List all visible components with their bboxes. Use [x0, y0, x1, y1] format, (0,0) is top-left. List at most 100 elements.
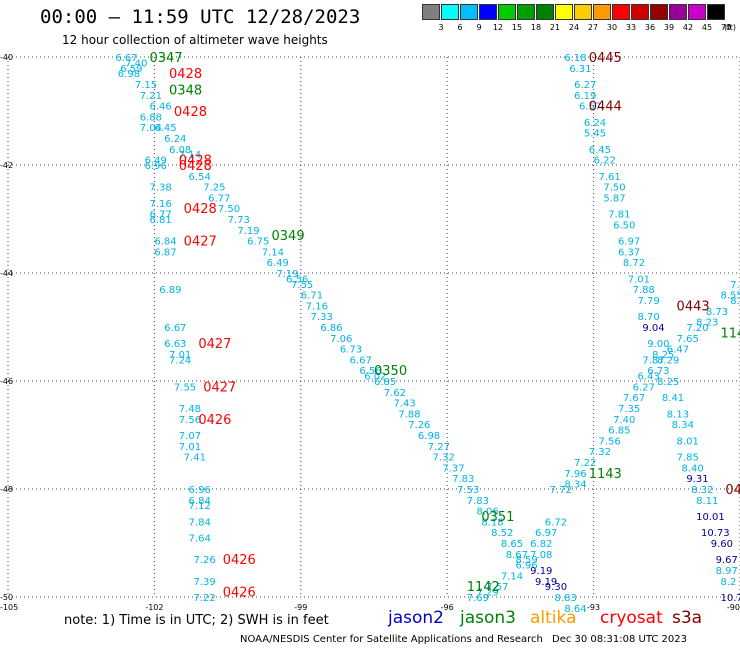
- lat-tick-label: -50: [0, 593, 13, 602]
- swh-value: 6.56: [286, 274, 308, 285]
- swh-value: 7.72: [550, 485, 572, 496]
- legend-label: 9: [476, 23, 482, 32]
- legend-swatch: [479, 4, 497, 20]
- swh-value: 9.30: [545, 582, 567, 593]
- lat-tick-label: -44: [0, 269, 13, 278]
- swh-value: 9.19: [535, 577, 557, 588]
- lon-tick-label: -90: [727, 603, 740, 612]
- pass-time-label: 0349: [272, 229, 305, 244]
- swh-value: 6.57: [579, 102, 601, 113]
- pass-time-label: 0428: [174, 105, 207, 120]
- swh-value: 10.73: [701, 528, 730, 539]
- legend-swatch: [536, 4, 554, 20]
- swh-value: 8.01: [677, 436, 699, 447]
- swh-value: 7.87: [642, 355, 664, 366]
- swh-value: 7.65: [677, 334, 699, 345]
- legend-swatch: [631, 4, 649, 20]
- swh-value: 7.16: [150, 199, 172, 210]
- legend-swatch: [441, 4, 459, 20]
- swh-value: 6.75: [247, 237, 269, 248]
- swh-value: 7.21: [140, 91, 162, 102]
- pass-time-label: 0445: [589, 51, 622, 66]
- legend-label: 42: [682, 23, 694, 32]
- swh-value: 7.43: [394, 399, 416, 410]
- swh-value: 7.41: [184, 453, 206, 464]
- pass-time-label: 0427: [203, 380, 236, 395]
- legend-label: 6: [457, 23, 463, 32]
- legend-swatch: [688, 4, 706, 20]
- swh-value: 6.73: [647, 366, 669, 377]
- swh-value: 7.15: [135, 80, 157, 91]
- swh-value: 6.97: [535, 528, 557, 539]
- swh-value: 8.34: [672, 420, 694, 431]
- swh-value: 8.59: [516, 555, 538, 566]
- legend-swatch: [707, 4, 725, 20]
- swh-value: 8.73: [706, 307, 728, 318]
- lat-tick-label: -42: [0, 161, 13, 170]
- legend-swatch: [650, 4, 668, 20]
- generated-timestamp: Dec 30 08:31:08 UTC 2023: [552, 634, 687, 645]
- swh-value: 6.27: [633, 382, 655, 393]
- swh-value: 6.96: [145, 161, 167, 172]
- pass-time-label: 114: [720, 326, 740, 341]
- swh-value: 6.19: [574, 91, 596, 102]
- swh-value: 6.81: [150, 215, 172, 226]
- legend-label: 70: [720, 23, 732, 32]
- swh-value: 6.96: [516, 561, 538, 572]
- swh-value: 6.59: [120, 64, 142, 75]
- swh-value: 7.24: [169, 355, 191, 366]
- swh-value: 6.27: [574, 80, 596, 91]
- lon-tick-label: -96: [441, 603, 454, 612]
- swh-value: 7.85: [677, 453, 699, 464]
- legend-unit: (ft): [723, 23, 737, 32]
- swh-value: 8.11: [696, 496, 718, 507]
- swh-value: 7.38: [150, 183, 172, 194]
- swh-value: 7.14: [501, 571, 523, 582]
- legend-label: 33: [625, 23, 637, 32]
- pass-time-label: 0427: [184, 235, 217, 250]
- swh-value: 8.18: [481, 517, 503, 528]
- swh-value: 6.56: [359, 366, 381, 377]
- swh-value: 7.55: [291, 280, 313, 291]
- pass-time-label: 0428: [184, 202, 217, 217]
- swh-value: 7.01: [169, 350, 191, 361]
- axis-labels-layer: -40 -42 -44 -46 -48 -50-105 -102 -99 -96 -93 -90: [0, 53, 740, 612]
- swh-value: 7.01: [179, 442, 201, 453]
- pass-time-label: 0350: [374, 364, 407, 379]
- swh-value: 6.31: [569, 64, 591, 75]
- pass-time-label: 0426: [223, 586, 256, 601]
- legend-swatch: [593, 4, 611, 20]
- swh-value: 7.81: [608, 210, 630, 221]
- swh-value: 6.24: [164, 134, 186, 145]
- swh-value: 7.29: [476, 588, 498, 599]
- swh-value: 6.67: [164, 323, 186, 334]
- swh-value: 7.32: [589, 447, 611, 458]
- swh-value: 7.01: [628, 274, 650, 285]
- swh-value: 8.83: [555, 593, 577, 604]
- swh-value: 7.14: [262, 247, 284, 258]
- swh-value: 6.96: [189, 485, 211, 496]
- swh-value: 7.20: [686, 323, 708, 334]
- swh-value: 7.56: [598, 436, 620, 447]
- pass-time-label: 0427: [198, 337, 231, 352]
- legend-label: 30: [606, 23, 618, 32]
- swh-value: 7.35: [618, 404, 640, 415]
- swh-value: 7.27: [428, 442, 450, 453]
- swh-value: 9.00: [647, 339, 669, 350]
- swh-value: 6.82: [530, 539, 552, 550]
- swh-value: 6.22: [594, 156, 616, 167]
- legend-label: 21: [549, 23, 561, 32]
- lat-tick-label: -46: [0, 377, 13, 386]
- swh-value: 7.62: [384, 388, 406, 399]
- swh-value: 7.14: [179, 150, 201, 161]
- swh-value: 6.49: [267, 258, 289, 269]
- swh-value: 7.61: [598, 172, 620, 183]
- swh-value: 7.56: [179, 415, 201, 426]
- legend-swatch: [422, 4, 440, 20]
- lat-tick-label: -48: [0, 485, 13, 494]
- legend-label: 18: [530, 23, 542, 32]
- pass-time-label: 0428: [179, 159, 212, 174]
- swh-value: 5.87: [603, 193, 625, 204]
